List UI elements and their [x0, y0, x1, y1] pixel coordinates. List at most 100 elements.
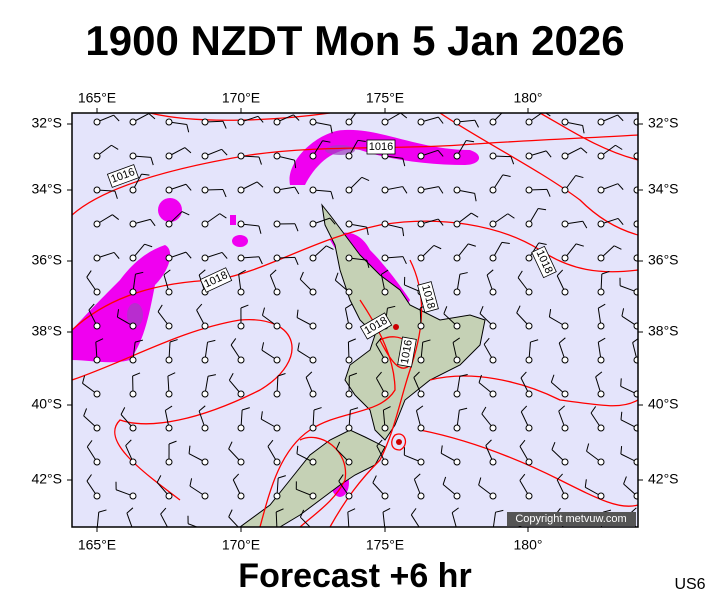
barb-station: [165, 322, 173, 330]
barb-station: [561, 118, 569, 126]
barb-station: [561, 322, 569, 330]
wind-barb: [299, 509, 315, 527]
isobar-label-box: [106, 164, 140, 188]
barb-feather: [326, 245, 334, 250]
barb-feather: [82, 375, 86, 384]
barb-feather: [126, 507, 134, 514]
barb-station: [635, 526, 638, 527]
barb-feather: [169, 339, 178, 343]
barb-feather: [156, 475, 162, 483]
barb-station: [273, 322, 281, 330]
barb-feather: [575, 175, 584, 179]
barb-feather: [222, 189, 227, 198]
wind-barb: [381, 406, 391, 432]
barb-station: [381, 458, 389, 466]
wind-barb: [228, 441, 245, 466]
barb-station: [309, 458, 317, 466]
wind-barb: [417, 186, 444, 194]
wind-barb: [86, 474, 101, 500]
barb-station: [417, 424, 425, 432]
barb-feather: [437, 149, 444, 157]
barb-feather: [113, 252, 120, 259]
barb-station: [489, 356, 497, 364]
barb-feather: [402, 228, 405, 237]
wind-barb: [519, 473, 533, 500]
isobar-label: 1018: [417, 281, 439, 313]
wind-barb: [309, 407, 322, 432]
barb-station: [237, 254, 245, 262]
barb-station: [561, 186, 569, 194]
barb-feather: [334, 272, 339, 281]
barb-feather: [168, 440, 177, 445]
wind-barb: [129, 152, 154, 166]
wind-barb: [633, 118, 638, 126]
wind-barb: [381, 186, 408, 194]
wind-barb: [561, 220, 588, 229]
wind-barb: [86, 270, 101, 296]
wind-barb: [623, 476, 638, 500]
wind-barb: [237, 407, 250, 432]
barb-feather: [598, 303, 606, 309]
barb-feather: [586, 443, 590, 452]
wind-barb: [237, 269, 246, 296]
wind-barb: [520, 371, 533, 398]
barb-feather: [275, 508, 284, 513]
wind-barb: [196, 303, 209, 330]
barb-station: [345, 186, 353, 194]
barb-feather: [601, 270, 610, 275]
barb-feather: [558, 405, 566, 412]
barb-station: [417, 254, 425, 262]
wind-barb: [453, 243, 476, 262]
barb-feather: [167, 372, 176, 377]
barb-feather: [345, 303, 353, 309]
wind-barb: [201, 186, 227, 198]
barb-feather: [95, 338, 104, 343]
barb-station: [417, 458, 425, 466]
barb-feather: [188, 445, 191, 454]
wind-barb: [188, 445, 209, 466]
barb-station: [489, 186, 497, 194]
barb-station: [561, 356, 569, 364]
barb-feather: [613, 245, 622, 250]
barb-station: [237, 220, 245, 228]
wind-barb: [93, 338, 104, 364]
station: [396, 439, 402, 445]
barb-station: [309, 152, 317, 160]
barb-feather: [452, 337, 460, 343]
barb-station: [525, 118, 533, 126]
barb-feather: [269, 269, 277, 276]
wind-barb: [633, 152, 638, 160]
barb-feather: [278, 475, 286, 479]
barb-feather: [349, 372, 358, 377]
barb-station: [93, 254, 101, 262]
wind-barb: [296, 309, 317, 330]
isobar-label: 1016: [106, 164, 140, 188]
barb-feather: [478, 374, 482, 383]
wind-barb: [345, 372, 358, 398]
barb-station: [417, 322, 425, 330]
barb-feather: [372, 475, 377, 483]
barb-station: [93, 390, 101, 398]
barb-station: [165, 390, 173, 398]
barb-feather: [335, 441, 341, 450]
wind-barb: [597, 114, 624, 126]
wind-barb: [551, 442, 569, 466]
lat-label: 42°S: [31, 471, 62, 487]
barb-staff: [275, 511, 278, 527]
wind-barb: [125, 439, 137, 466]
barb-feather: [580, 147, 588, 154]
barb-station: [597, 458, 605, 466]
footer: Forecast +6 hr: [238, 557, 471, 595]
barb-station: [129, 254, 137, 262]
barb-feather: [556, 269, 564, 277]
barb-feather: [86, 440, 93, 448]
barb-staff: [96, 512, 100, 527]
wind-barb: [344, 303, 353, 330]
wind-barb: [586, 443, 605, 466]
barb-station: [633, 322, 638, 330]
isobar-label-box: [359, 312, 393, 340]
barb-feather: [141, 173, 150, 176]
wind-barb: [489, 113, 503, 126]
